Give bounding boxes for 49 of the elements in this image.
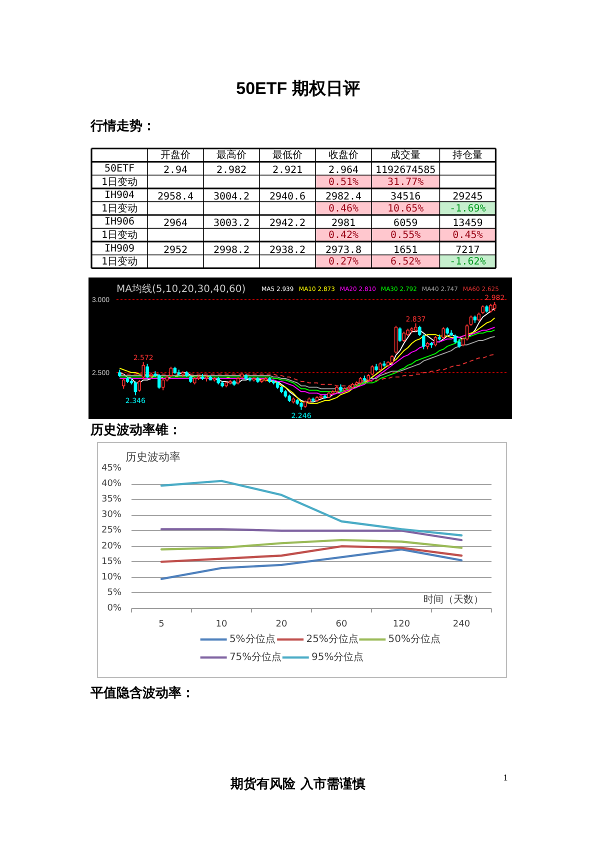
- x-axis-title: 时间（天数）: [424, 594, 484, 606]
- text: 期货有风险 入市需谨慎: [230, 776, 366, 792]
- candlestick: [434, 336, 438, 347]
- line-series: [160, 548, 463, 580]
- legend-label: 50%分位点: [388, 633, 440, 645]
- candlestick: [146, 363, 149, 380]
- candlestick: [134, 380, 138, 396]
- x-tick-label: 120: [392, 620, 410, 630]
- line-series: [160, 538, 463, 550]
- candlestick: [158, 374, 161, 390]
- y-tick-label: 35%: [101, 494, 122, 505]
- candlestick: [442, 326, 445, 340]
- x-tick-label: 240: [452, 620, 470, 630]
- candlestick: [169, 366, 173, 378]
- x-tick-label: 60: [336, 620, 348, 630]
- x-tick-label: 5: [158, 620, 164, 630]
- y-tick-label: 40%: [101, 479, 122, 490]
- legend-label: 5%分位点: [229, 633, 276, 645]
- y-tick-label: 10%: [101, 572, 122, 582]
- line-series: [160, 480, 463, 536]
- y-tick-label: 20%: [101, 541, 122, 552]
- candlestick: [370, 364, 374, 376]
- candlestick: [138, 379, 142, 392]
- y-tick-label: 5%: [107, 588, 122, 598]
- chart-subtitle: 历史波动率锥：: [90, 422, 182, 438]
- candlestick: [161, 378, 165, 391]
- y-tick-label: 0%: [107, 604, 122, 614]
- legend-title: MA均线(5,10,20,30,40,60): [116, 283, 246, 295]
- candlestick: [465, 324, 469, 341]
- candlestick: [142, 362, 145, 380]
- text: 平值隐含波动率：: [90, 685, 194, 701]
- candlestick: [398, 326, 402, 342]
- y-tick-label: 45%: [101, 464, 122, 474]
- legend-label: 25%分位点: [306, 633, 358, 645]
- line-series: [160, 545, 463, 563]
- x-tick-label: 20: [276, 620, 288, 630]
- legend-label: 95%分位点: [312, 651, 364, 663]
- chart-title: 历史波动率: [126, 450, 180, 464]
- candlestick: [418, 325, 422, 337]
- y-tick-label: 30%: [101, 510, 122, 520]
- candlestick: [469, 315, 473, 326]
- y-tick-label: 25%: [101, 526, 122, 536]
- candlestick: [402, 331, 406, 342]
- y-tick-label: 15%: [101, 556, 122, 567]
- candlestick: [422, 334, 426, 350]
- legend-label: 75%分位点: [229, 651, 282, 663]
- x-tick-label: 10: [216, 620, 228, 630]
- candlestick: [122, 378, 126, 390]
- text: 1: [503, 772, 508, 782]
